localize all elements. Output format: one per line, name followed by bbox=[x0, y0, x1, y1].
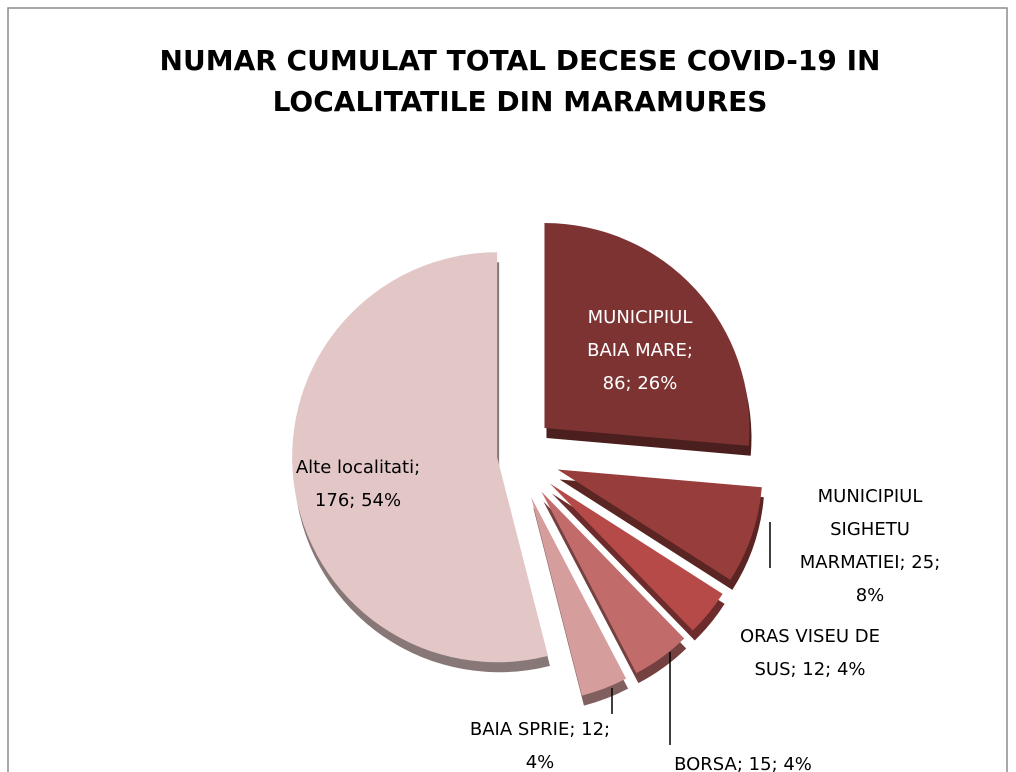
data-label: BAIA SPRIE; 12; 4% bbox=[470, 719, 610, 772]
data-label: MUNICIPIUL BAIA MARE; 86; 26% bbox=[587, 307, 693, 394]
slice bbox=[544, 222, 750, 446]
data-label: Alte localitati; 176; 54% bbox=[296, 457, 420, 511]
data-label: ORAS VISEU DE SUS; 12; 4% bbox=[740, 626, 880, 680]
slice bbox=[549, 483, 723, 631]
slice bbox=[557, 469, 762, 580]
slice bbox=[292, 252, 548, 663]
slice bbox=[531, 497, 627, 696]
data-label: BORSA; 15; 4% bbox=[674, 754, 812, 772]
chart-title: NUMAR CUMULAT TOTAL DECESE COVID-19 IN LO… bbox=[160, 44, 881, 118]
slice bbox=[541, 491, 685, 674]
data-label: MUNICIPIUL SIGHETU MARMATIEI; 25; 8% bbox=[800, 486, 941, 606]
